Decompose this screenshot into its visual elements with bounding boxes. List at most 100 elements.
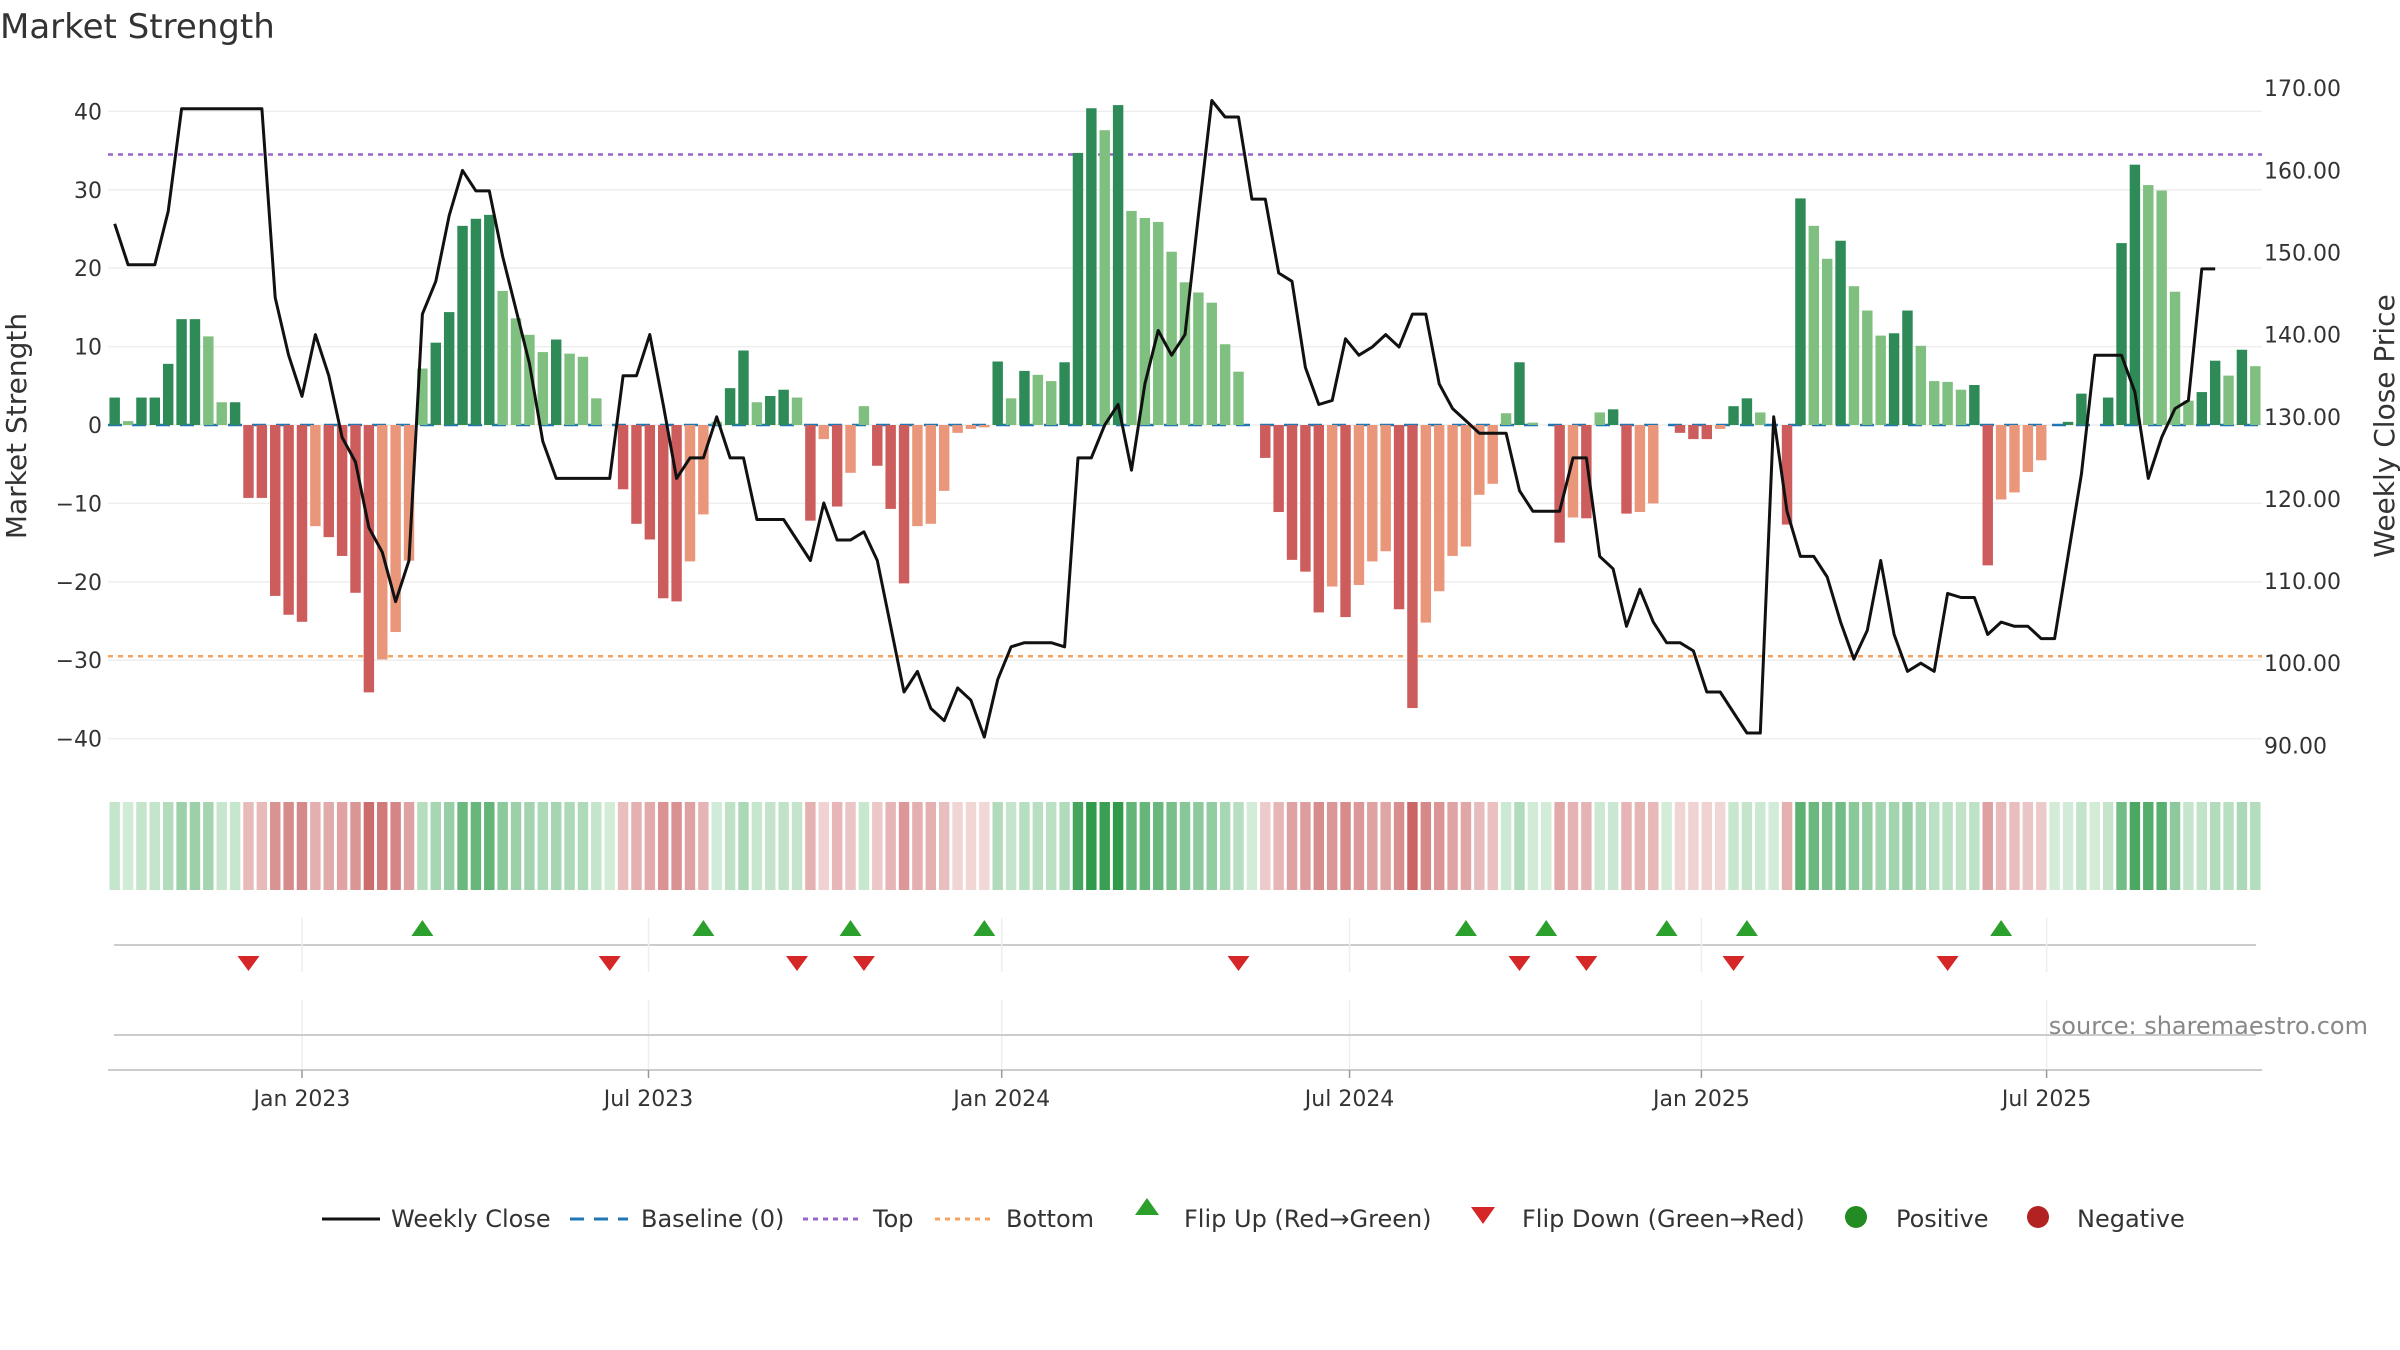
heat-cell [1393,802,1405,890]
x-tick-label: Jan 2025 [1651,1087,1750,1112]
strength-bar [1554,425,1565,543]
strength-bar [1300,425,1311,572]
strength-bar [550,339,562,425]
strength-bar [1474,425,1485,495]
heat-cell [1714,802,1726,890]
heat-cell [1928,802,1940,890]
heat-cell [979,802,990,890]
heat-cell [1634,802,1646,890]
strength-bar [684,425,696,562]
heat-cell [2009,802,2020,890]
heat-cell [1594,802,1605,890]
heat-cell [1781,802,1793,890]
heat-cell [2143,802,2154,890]
strength-bar [2009,425,2020,493]
heat-cell [738,802,749,890]
heat-cell [1340,802,1351,890]
strength-bar [1995,425,2007,500]
heat-cell [323,802,334,890]
heat-cell [524,802,535,890]
strength-bar [925,425,937,524]
heat-cell [1474,802,1485,890]
strength-bar [1153,221,1164,425]
strength-bar [885,425,896,509]
right-axis-ticks: 90.00 100.00 110.00 120.00 130.00 140.00 150.0… [2264,77,2341,759]
heat-cell [1300,802,1311,890]
heat-cell [336,802,348,890]
strength-bar [1353,425,1365,585]
strength-bar [1326,425,1338,587]
heat-cell [1674,802,1686,890]
heat-cell [417,802,428,890]
heat-cell [952,802,963,890]
heat-cell [1420,802,1432,890]
strength-bar [805,425,816,521]
heat-cell [778,802,789,890]
strength-bar [898,425,910,584]
heat-cell [537,802,549,890]
strength-bar [484,214,495,425]
heat-cell [1153,802,1164,890]
strength-bar [1915,345,1927,425]
heat-cell [2116,802,2127,890]
heat-cell [1862,802,1873,890]
strength-bar [698,425,709,515]
heat-cell [1326,802,1338,890]
heat-cell [136,802,147,890]
heat-cell [1313,802,1325,890]
strength-bar [1835,240,1846,425]
heat-cell [109,802,120,890]
x-axis-ticks: Jan 2023 Jul 2023 Jan 2024 Jul 2024 Jan 2025… [252,1070,2091,1112]
strength-bar [671,425,682,602]
strength-bar [403,425,415,561]
flip-up-marker [1990,920,2013,936]
strength-bar [390,425,401,632]
heat-cell [644,802,656,890]
y2-tick-label: 100.00 [2264,652,2341,677]
heat-cell [1581,802,1592,890]
strength-bar [1219,344,1231,425]
legend-label: Positive [1896,1205,1989,1233]
strength-bar [631,425,642,524]
strength-bar [1206,302,1217,425]
heat-cell [470,802,482,890]
strength-bar [872,425,883,466]
heat-cell [1768,802,1779,890]
heat-cell [1554,802,1565,890]
strength-bar [845,425,856,473]
y-tick-label: −10 [56,492,102,517]
heat-cell [363,802,375,890]
x-tick-label: Jan 2024 [951,1087,1050,1112]
flip-down-marker [237,956,260,971]
legend-swatch-flip-down [1471,1207,1495,1224]
legend-label: Baseline (0) [641,1205,784,1233]
heat-cell [1982,802,1993,890]
heat-cell [1500,802,1512,890]
strength-bar [1460,425,1472,547]
legend-label: Flip Up (Red→Green) [1184,1205,1432,1233]
strength-bar [1728,406,1739,425]
strength-bar [1340,425,1351,618]
strength-bar [818,425,829,440]
strength-bar [243,425,254,498]
strength-bar [1634,425,1646,513]
strength-bar [577,356,589,425]
heat-cell [992,802,1003,890]
flip-down-marker [786,956,809,971]
strength-bar [109,397,120,425]
strength-bar [1045,381,1057,425]
y-tick-label: 0 [88,414,102,439]
strength-bar [1821,258,1833,425]
strength-bar [203,336,214,425]
heat-cell [2102,802,2114,890]
strength-bar [1072,152,1084,425]
heat-cell [1607,802,1619,890]
strength-bar [296,425,308,622]
y-tick-label: −30 [56,649,102,674]
strength-bar [510,318,522,425]
strength-bar [765,395,776,425]
heat-cell [765,802,776,890]
heat-cell [2062,802,2074,890]
strength-bar [457,225,468,425]
strength-bar [2062,421,2074,425]
